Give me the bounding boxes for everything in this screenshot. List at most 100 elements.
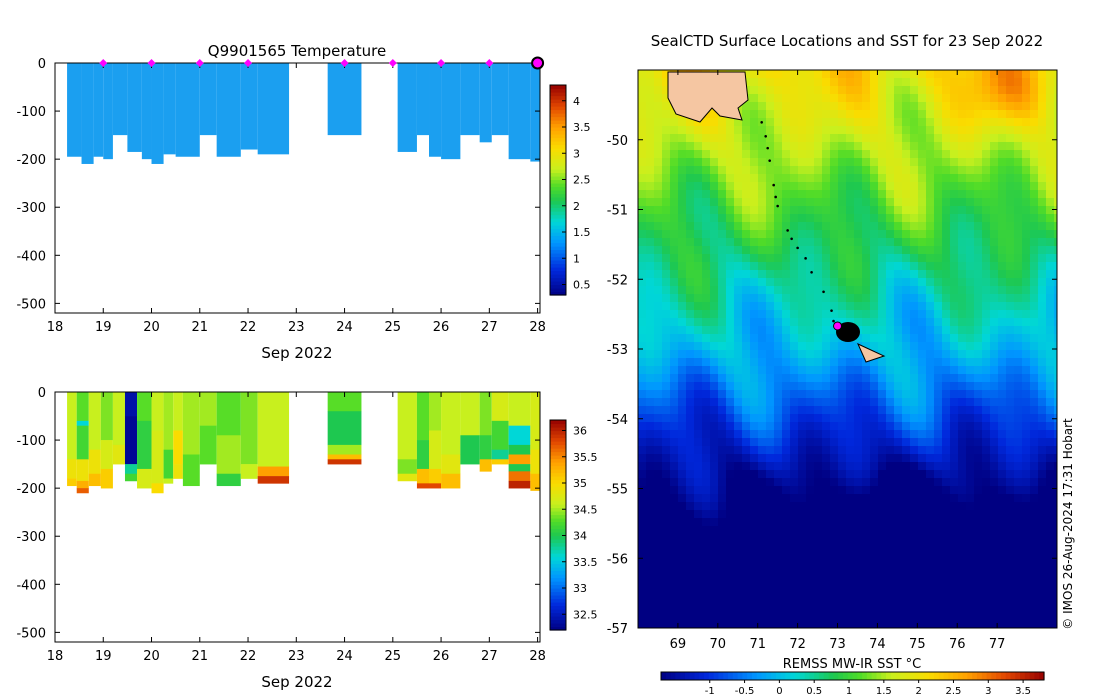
sst-cell bbox=[894, 110, 903, 119]
sst-cell bbox=[950, 126, 959, 135]
sst-cell bbox=[662, 430, 671, 439]
sst-cell bbox=[934, 518, 943, 527]
sst-cell bbox=[1030, 150, 1039, 159]
sst-cell bbox=[662, 206, 671, 215]
sst-cell bbox=[710, 582, 719, 591]
sst-cell bbox=[694, 326, 703, 335]
sst-cell bbox=[902, 590, 911, 599]
sst-cell bbox=[1022, 374, 1031, 383]
sst-cell bbox=[678, 438, 687, 447]
sst-cell bbox=[806, 294, 815, 303]
sst-cell bbox=[742, 286, 751, 295]
sst-cell bbox=[1054, 278, 1057, 287]
sst-cell bbox=[830, 142, 839, 151]
sst-cell bbox=[878, 462, 887, 471]
sst-cell bbox=[966, 358, 975, 367]
sst-cell bbox=[942, 230, 951, 239]
sst-cell bbox=[934, 526, 943, 535]
sst-cell bbox=[678, 534, 687, 543]
sst-cell bbox=[798, 606, 807, 615]
sst-cell bbox=[686, 542, 695, 551]
sst-cell bbox=[854, 198, 863, 207]
sst-cell bbox=[702, 558, 711, 567]
sst-cell bbox=[726, 334, 735, 343]
sst-cell bbox=[854, 430, 863, 439]
sst-cell bbox=[838, 102, 847, 111]
sst-cell bbox=[798, 230, 807, 239]
sst-cell bbox=[1014, 110, 1023, 119]
sst-cell bbox=[918, 414, 927, 423]
sst-cell bbox=[846, 142, 855, 151]
sst-cell bbox=[910, 206, 919, 215]
sst-cell bbox=[958, 390, 967, 399]
sst-cell bbox=[734, 302, 743, 311]
sst-cell bbox=[702, 278, 711, 287]
sst-cell bbox=[758, 102, 767, 111]
sst-cell bbox=[798, 430, 807, 439]
sst-cell bbox=[1022, 158, 1031, 167]
temperature-profile bbox=[491, 63, 509, 136]
sst-cell bbox=[918, 582, 927, 591]
sst-cell bbox=[702, 406, 711, 415]
sst-cell bbox=[886, 358, 895, 367]
sst-cell bbox=[894, 622, 903, 628]
colorbar-segment bbox=[804, 672, 811, 680]
sst-cell bbox=[758, 318, 767, 327]
sst-cell bbox=[990, 582, 999, 591]
sst-cell bbox=[1046, 558, 1055, 567]
sst-cell bbox=[734, 206, 743, 215]
sst-cell bbox=[726, 502, 735, 511]
sst-cell bbox=[878, 302, 887, 311]
sst-cell bbox=[646, 118, 655, 127]
colorbar-segment bbox=[550, 479, 566, 484]
sst-cell bbox=[1022, 294, 1031, 303]
sst-cell bbox=[990, 134, 999, 143]
sst-cell bbox=[998, 598, 1007, 607]
sst-cell bbox=[846, 94, 855, 103]
salinity-profile-layer bbox=[199, 425, 217, 465]
sst-cell bbox=[814, 510, 823, 519]
sst-cell bbox=[758, 430, 767, 439]
sst-cell bbox=[838, 254, 847, 263]
sst-cell bbox=[902, 358, 911, 367]
sst-cell bbox=[654, 174, 663, 183]
track-point bbox=[772, 183, 775, 187]
sst-cell bbox=[654, 262, 663, 271]
sst-cell bbox=[710, 486, 719, 495]
sst-cell bbox=[838, 198, 847, 207]
sst-cell bbox=[886, 622, 895, 628]
sst-cell bbox=[886, 518, 895, 527]
sst-cell bbox=[1030, 414, 1039, 423]
sst-cell bbox=[886, 286, 895, 295]
sst-cell bbox=[982, 286, 991, 295]
temperature-x-axis: 18 19 20 21 22 23 24 25 26 27 28 bbox=[47, 63, 546, 335]
sst-cell bbox=[702, 286, 711, 295]
sst-cell bbox=[1038, 566, 1047, 575]
sst-cell bbox=[894, 550, 903, 559]
sst-cell bbox=[942, 422, 951, 431]
colorbar-segment bbox=[809, 672, 815, 680]
temperature-profile bbox=[479, 63, 492, 143]
colorbar-segment bbox=[828, 672, 834, 680]
colorbar-segment bbox=[550, 619, 566, 624]
sst-cell bbox=[670, 390, 679, 399]
sst-cell bbox=[1022, 198, 1031, 207]
sst-cell bbox=[1054, 534, 1057, 543]
sst-cell bbox=[894, 598, 903, 607]
sst-cell bbox=[774, 262, 783, 271]
sst-cell bbox=[662, 110, 671, 119]
sst-cell bbox=[894, 566, 903, 575]
colorbar-segment bbox=[550, 179, 566, 184]
sst-cell bbox=[718, 590, 727, 599]
sst-cell bbox=[918, 174, 927, 183]
sst-cell bbox=[942, 214, 951, 223]
colorbar-segment bbox=[550, 420, 566, 425]
sst-cell bbox=[886, 110, 895, 119]
sst-cell bbox=[686, 398, 695, 407]
sst-cell bbox=[718, 158, 727, 167]
sst-cell bbox=[670, 206, 679, 215]
sst-cell bbox=[1014, 494, 1023, 503]
sst-cell bbox=[814, 134, 823, 143]
sst-cell bbox=[774, 406, 783, 415]
sst-cell bbox=[662, 150, 671, 159]
